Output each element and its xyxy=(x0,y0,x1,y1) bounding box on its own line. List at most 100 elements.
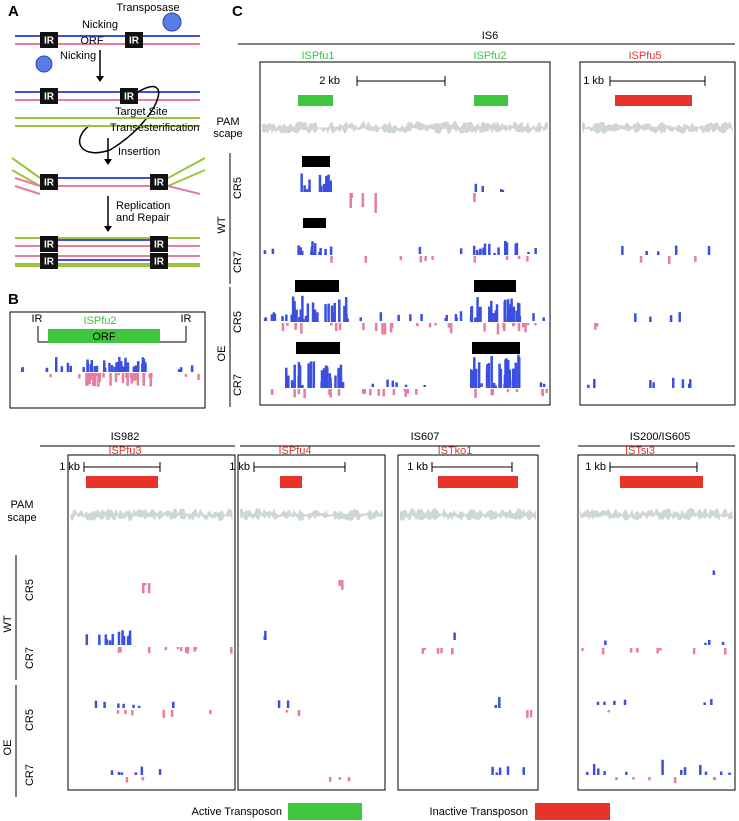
signal xyxy=(329,180,332,192)
signal xyxy=(476,297,479,322)
signal xyxy=(82,367,85,372)
signal xyxy=(491,766,494,775)
ir-box xyxy=(150,236,168,252)
signal xyxy=(386,379,389,387)
peak-bar xyxy=(296,342,340,354)
signal xyxy=(293,389,296,398)
signal xyxy=(505,358,508,388)
signal xyxy=(94,700,98,708)
signal xyxy=(20,368,24,372)
signal xyxy=(492,313,495,322)
signal xyxy=(503,323,506,332)
signal xyxy=(122,703,125,708)
signal xyxy=(170,710,174,717)
signal xyxy=(110,365,114,372)
signal xyxy=(639,256,643,263)
signal xyxy=(526,323,530,326)
signal xyxy=(90,373,93,380)
signal xyxy=(505,242,509,255)
signal xyxy=(98,373,102,382)
signal xyxy=(134,373,138,381)
panel-frame xyxy=(9,311,206,409)
signal xyxy=(409,314,412,321)
signal xyxy=(687,383,691,388)
signal xyxy=(330,305,334,322)
label: 1 kb xyxy=(59,461,80,473)
label: scape xyxy=(7,512,36,524)
signal xyxy=(329,383,332,388)
signal xyxy=(656,648,659,654)
label: ISTsi3 xyxy=(625,445,655,457)
signal xyxy=(503,383,506,388)
signal xyxy=(694,256,697,262)
signal xyxy=(415,389,418,395)
signal xyxy=(141,583,145,594)
signal xyxy=(649,316,652,322)
signal xyxy=(474,368,478,388)
signal xyxy=(299,309,302,322)
signal xyxy=(124,357,127,372)
signal xyxy=(459,311,463,321)
signal xyxy=(521,323,525,328)
signal xyxy=(498,363,501,388)
signal xyxy=(424,256,427,262)
signal xyxy=(621,245,624,255)
label: CR7 xyxy=(24,764,36,786)
signal xyxy=(318,251,321,255)
signal xyxy=(503,301,506,322)
signal xyxy=(347,777,351,782)
signal xyxy=(322,183,326,192)
signal xyxy=(312,361,316,388)
signal xyxy=(103,701,106,708)
signal xyxy=(264,630,267,640)
signal xyxy=(506,369,510,388)
signal xyxy=(136,361,140,372)
signal xyxy=(186,647,190,654)
ir-box xyxy=(125,32,143,48)
signal xyxy=(526,256,529,262)
arrow-head xyxy=(96,76,104,82)
signal xyxy=(474,317,477,322)
line xyxy=(167,169,206,187)
signal xyxy=(487,362,491,388)
signal xyxy=(293,364,296,388)
label: A xyxy=(8,3,19,20)
signal xyxy=(594,323,597,330)
signal xyxy=(177,369,181,372)
signal xyxy=(671,377,675,388)
signal xyxy=(320,370,324,388)
signal xyxy=(330,323,333,326)
signal xyxy=(495,772,499,775)
signal xyxy=(615,777,618,781)
signal xyxy=(494,310,498,322)
label: ISPfu2 xyxy=(473,50,506,62)
signal xyxy=(527,251,530,254)
signal xyxy=(158,769,162,775)
signal xyxy=(488,319,492,322)
signal xyxy=(485,369,489,388)
signal xyxy=(209,710,212,715)
signal xyxy=(488,243,491,255)
signal xyxy=(341,580,344,590)
signal xyxy=(345,313,348,321)
signal xyxy=(131,710,134,716)
line xyxy=(11,157,41,179)
signal xyxy=(303,389,306,399)
signal xyxy=(327,174,330,192)
signal xyxy=(66,362,70,372)
signal xyxy=(130,374,134,380)
label: ISPfu3 xyxy=(108,445,141,457)
signal xyxy=(496,323,500,335)
signal xyxy=(184,374,188,377)
signal xyxy=(110,770,114,775)
signal xyxy=(313,315,316,322)
signal xyxy=(341,382,345,388)
signal xyxy=(391,380,395,387)
signal xyxy=(333,302,336,322)
line xyxy=(14,185,41,195)
signal xyxy=(137,705,141,708)
signal xyxy=(324,252,327,255)
signal xyxy=(704,771,708,775)
signal xyxy=(454,314,458,321)
signal xyxy=(122,635,126,645)
